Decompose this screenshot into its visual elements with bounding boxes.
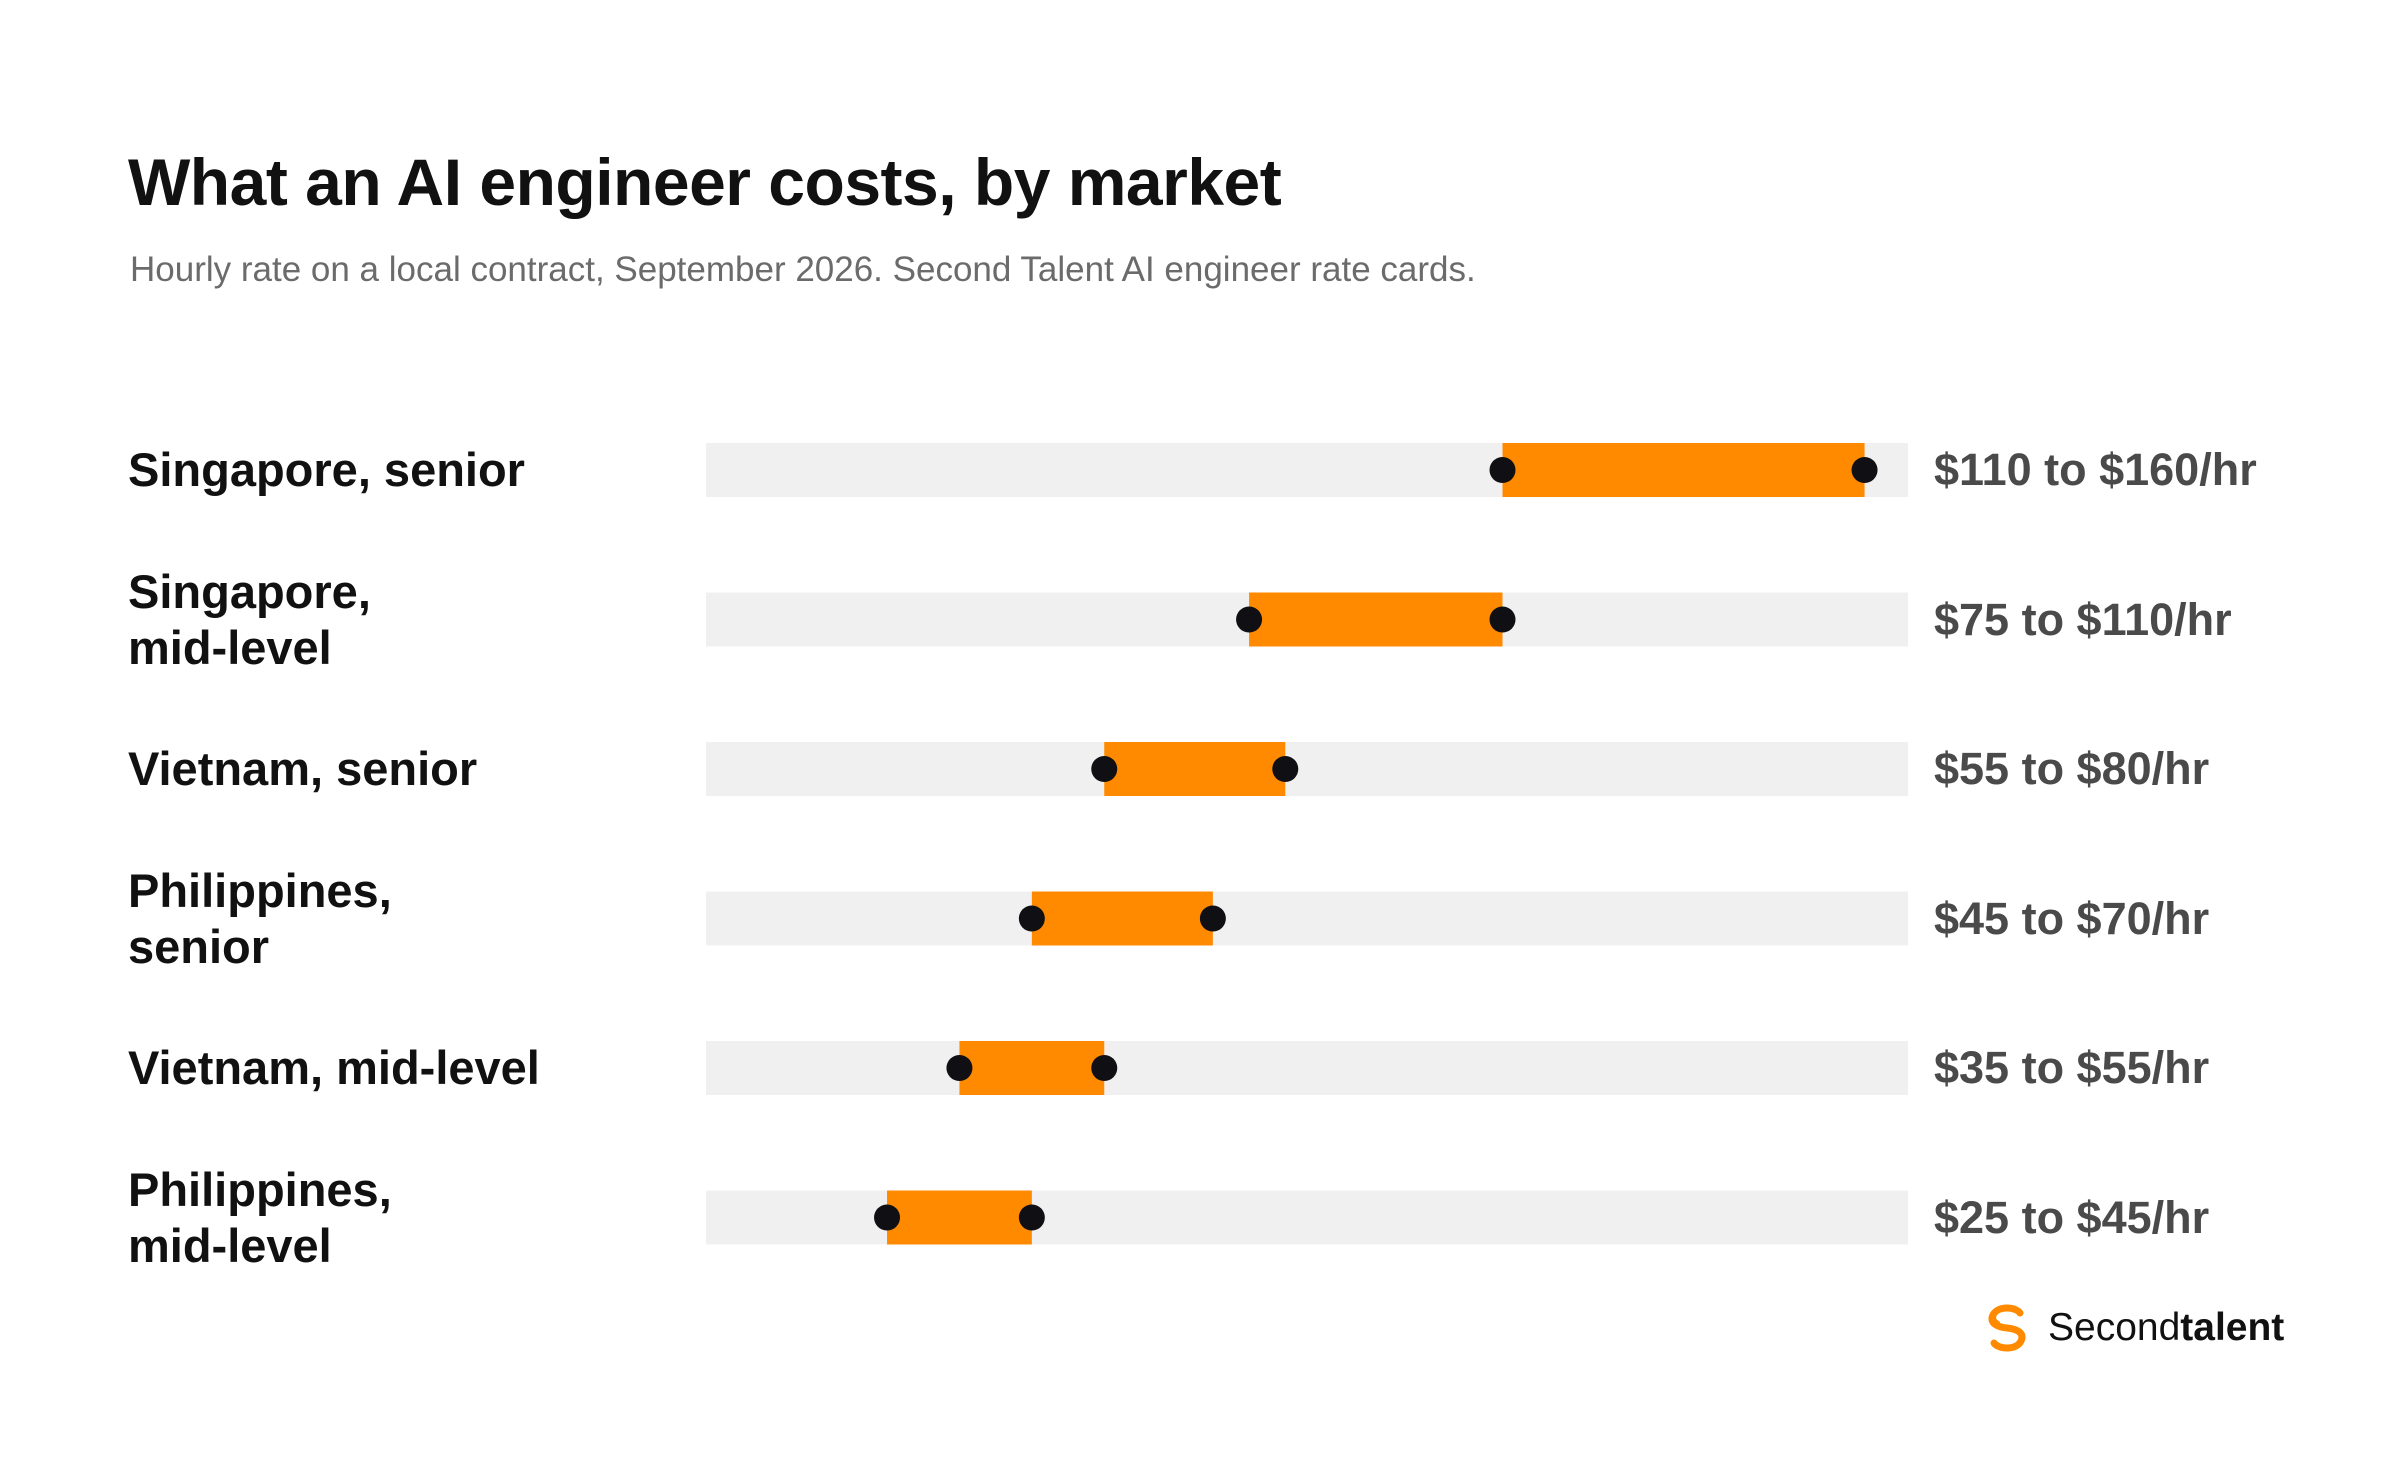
range-high-dot [1091, 1055, 1118, 1081]
range-bar [1104, 742, 1286, 796]
range-bar [1249, 592, 1503, 647]
brand-name: Secondtalent [2048, 1304, 2284, 1352]
range-low-dot [946, 1055, 973, 1081]
range-value-label: $35 to $55/hr [1934, 1042, 2210, 1093]
chart-title: What an AI engineer costs, by market [128, 145, 1282, 219]
row-track [706, 742, 1908, 796]
range-bar [1031, 891, 1213, 946]
brand-name-bold: talent [2180, 1306, 2285, 1349]
range-bar [887, 1190, 1032, 1245]
range-value-label: $25 to $45/hr [1934, 1191, 2210, 1243]
range-value-label: $55 to $80/hr [1934, 743, 2210, 794]
range-value-label: $45 to $70/hr [1934, 892, 2210, 944]
row-track [706, 891, 1908, 946]
row-label: Philippines, mid-level [128, 1162, 392, 1272]
brand-name-light: Second [2048, 1306, 2181, 1349]
range-high-dot [1272, 756, 1299, 782]
range-high-dot [1199, 905, 1226, 932]
row-label: Singapore, mid-level [128, 564, 371, 674]
chart-subtitle: Hourly rate on a local contract, Septemb… [130, 250, 1476, 289]
row-track [706, 1041, 1908, 1095]
range-low-dot [1091, 756, 1118, 782]
brand-logo: Secondtalent [1980, 1298, 2284, 1358]
range-bar [959, 1041, 1105, 1095]
range-low-dot [1489, 457, 1516, 483]
range-bar [1502, 443, 1865, 497]
second-talent-logo-icon [1988, 1304, 2026, 1352]
range-high-dot [1489, 606, 1516, 633]
range-value-label: $110 to $160/hr [1934, 444, 2257, 495]
row-label: Vietnam, senior [128, 742, 478, 795]
range-low-dot [1018, 905, 1045, 932]
row-label: Vietnam, mid-level [128, 1041, 540, 1094]
range-low-dot [874, 1204, 901, 1231]
range-high-dot [1018, 1204, 1045, 1231]
row-label: Singapore, senior [128, 443, 525, 496]
row-label: Philippines, senior [128, 863, 392, 973]
range-low-dot [1236, 606, 1263, 633]
range-high-dot [1851, 457, 1878, 483]
range-value-label: $75 to $110/hr [1934, 593, 2232, 645]
